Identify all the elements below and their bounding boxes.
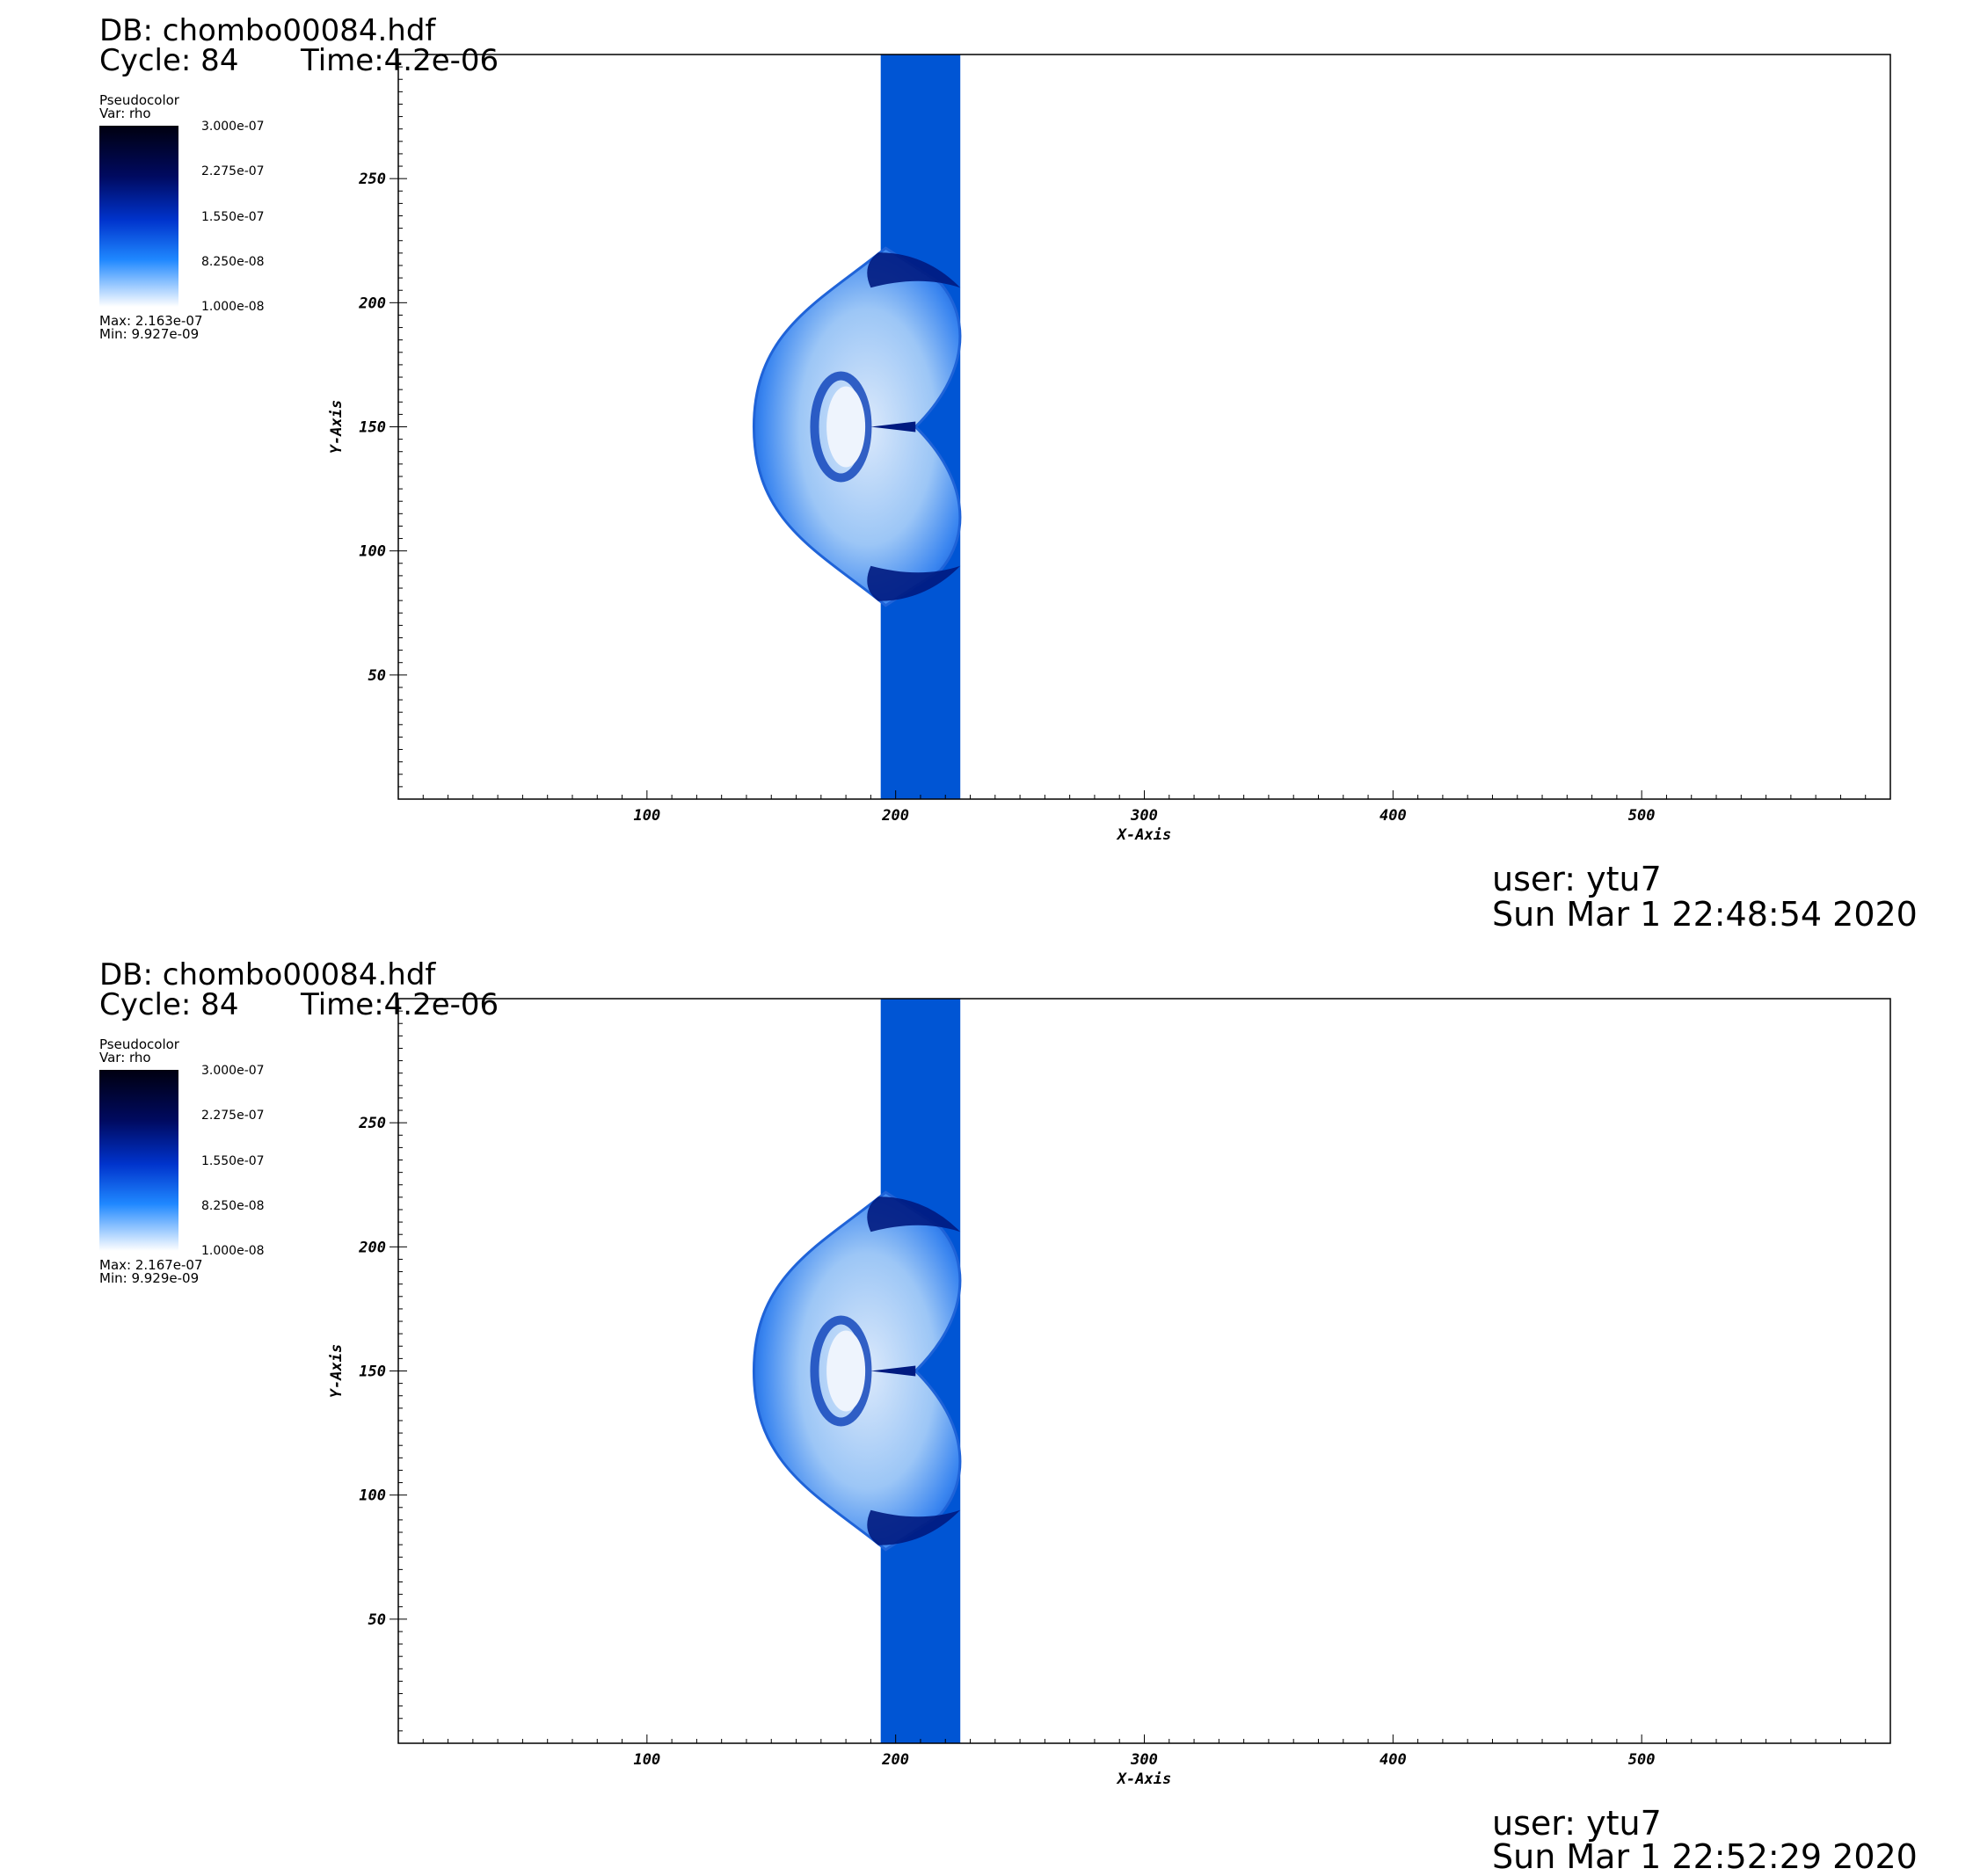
- time-label: Time:4.2e-06: [301, 987, 499, 1022]
- db-label: DB: chombo00084.hdf: [99, 13, 436, 48]
- x-tick-label: 300: [1130, 1751, 1158, 1769]
- x-tick-label: 500: [1628, 807, 1656, 825]
- legend-tick: 2.275e-07: [201, 164, 265, 178]
- legend-tick: 1.000e-08: [201, 1244, 265, 1258]
- y-axis-title: Y-Axis: [328, 1344, 346, 1398]
- plot-frame: [397, 54, 1891, 800]
- vortex-tip: [870, 421, 916, 433]
- cycle-label: Cycle: 84: [99, 43, 239, 78]
- y-tick-label: 50: [368, 1611, 386, 1629]
- x-axis-title: X-Axis: [1116, 1771, 1171, 1788]
- legend-tick: 8.250e-08: [201, 1199, 265, 1213]
- dense-cap-top: [867, 252, 961, 288]
- legend-colorbar: [99, 126, 178, 307]
- y-tick-label: 150: [359, 1363, 386, 1381]
- visit-panel-1: DB: chombo00084.hdf Cycle: 84 Time:4.2e-…: [0, 0, 1973, 934]
- legend-plot-type: Pseudocolor: [99, 92, 179, 108]
- x-tick-label: 100: [633, 1751, 660, 1769]
- y-tick-label: 100: [359, 543, 386, 561]
- pseudocolor-plot: 100 200 300 400 500 50 100 150 200 250 X-Axis Y-Axi…: [328, 54, 1891, 844]
- y-tick-label: 50: [368, 667, 386, 685]
- legend-tick: 1.000e-08: [201, 300, 265, 314]
- y-tick-label: 200: [358, 1239, 386, 1256]
- legend-tick: 8.250e-08: [201, 255, 265, 269]
- x-tick-label: 200: [881, 807, 909, 825]
- x-tick-label: 400: [1380, 1751, 1407, 1769]
- legend-plot-type: Pseudocolor: [99, 1036, 179, 1052]
- legend-var: Var: rho: [99, 105, 151, 121]
- legend-max: Max: 2.167e-07: [99, 1257, 203, 1273]
- y-tick-label: 150: [359, 419, 386, 437]
- y-tick-label: 200: [358, 294, 386, 312]
- dense-cap-bottom: [867, 565, 961, 601]
- x-tick-label: 500: [1628, 1751, 1656, 1769]
- y-axis-title: Y-Axis: [328, 400, 346, 454]
- dense-cap-top: [867, 1196, 961, 1232]
- field-layer: [752, 999, 962, 1743]
- dense-cap-bottom: [867, 1509, 961, 1545]
- y-tick-label: 100: [359, 1487, 386, 1505]
- x-tick-label: 200: [881, 1751, 909, 1769]
- plot-frame: [397, 998, 1891, 1744]
- legend-max: Max: 2.163e-07: [99, 313, 203, 329]
- x-tick-label: 400: [1380, 807, 1407, 825]
- footer-user: user: ytu7: [1492, 1804, 1662, 1843]
- pseudocolor-plot: 100 200 300 400 500 50 100 150 200 250 X-Axis Y-Axi…: [328, 998, 1891, 1788]
- legend-var: Var: rho: [99, 1050, 151, 1065]
- visit-panel-2: DB: chombo00084.hdf Cycle: 84 Time:4.2e-…: [0, 934, 1973, 1874]
- legend-tick: 3.000e-07: [201, 1064, 265, 1078]
- legend-min: Min: 9.929e-09: [99, 1270, 200, 1286]
- x-tick-label: 300: [1130, 807, 1158, 825]
- legend-tick: 3.000e-07: [201, 120, 265, 134]
- vortex-core: [826, 1330, 866, 1412]
- footer-user: user: ytu7: [1492, 860, 1662, 898]
- y-tick-label: 250: [358, 171, 386, 188]
- x-axis-title: X-Axis: [1116, 826, 1171, 844]
- footer-date: Sun Mar 1 22:52:29 2020: [1492, 1837, 1918, 1876]
- x-tick-label: 100: [633, 807, 660, 825]
- field-layer: [752, 55, 962, 799]
- vortex-core: [826, 386, 866, 468]
- db-label: DB: chombo00084.hdf: [99, 957, 436, 993]
- y-tick-label: 250: [358, 1115, 386, 1132]
- vortex-tip: [870, 1365, 916, 1377]
- legend-colorbar: [99, 1070, 178, 1251]
- cycle-label: Cycle: 84: [99, 987, 239, 1022]
- footer-date: Sun Mar 1 22:48:54 2020: [1492, 895, 1918, 934]
- legend-tick: 1.550e-07: [201, 1154, 265, 1168]
- vortex-ring: [810, 371, 872, 483]
- legend-min: Min: 9.927e-09: [99, 326, 200, 342]
- time-label: Time:4.2e-06: [301, 43, 499, 78]
- legend-tick: 2.275e-07: [201, 1109, 265, 1123]
- legend-tick: 1.550e-07: [201, 210, 265, 224]
- vortex-ring: [810, 1315, 872, 1427]
